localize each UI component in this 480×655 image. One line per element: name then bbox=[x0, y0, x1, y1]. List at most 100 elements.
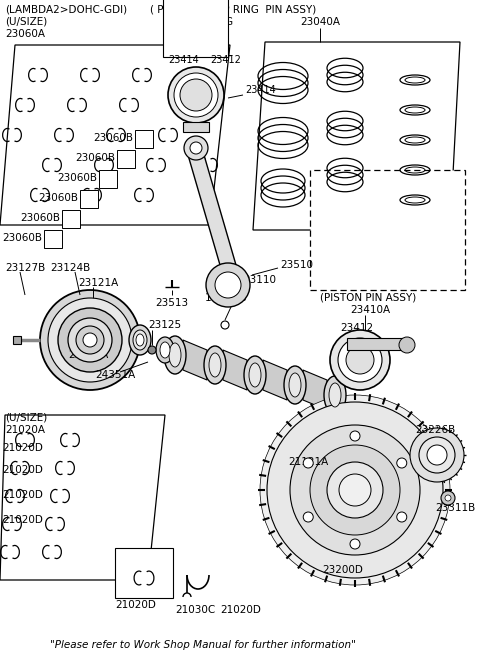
Circle shape bbox=[397, 512, 407, 522]
Text: 23124B: 23124B bbox=[50, 263, 90, 273]
Text: 21020D: 21020D bbox=[2, 443, 43, 453]
Text: 21020A: 21020A bbox=[5, 425, 45, 435]
Circle shape bbox=[427, 445, 447, 465]
Text: 23060B: 23060B bbox=[57, 173, 97, 183]
Ellipse shape bbox=[169, 343, 181, 367]
Ellipse shape bbox=[209, 353, 221, 377]
Circle shape bbox=[350, 431, 360, 441]
Text: 1601DG: 1601DG bbox=[205, 293, 248, 303]
Polygon shape bbox=[223, 350, 247, 390]
Circle shape bbox=[441, 491, 455, 505]
Ellipse shape bbox=[164, 336, 186, 374]
Ellipse shape bbox=[156, 337, 174, 363]
Circle shape bbox=[410, 428, 464, 482]
Bar bbox=[163, 0, 228, 57]
Circle shape bbox=[48, 298, 132, 382]
Text: (LAMBDA2>DOHC-GDI): (LAMBDA2>DOHC-GDI) bbox=[5, 5, 127, 15]
Circle shape bbox=[260, 395, 450, 585]
Ellipse shape bbox=[204, 346, 226, 384]
Circle shape bbox=[168, 67, 224, 123]
Ellipse shape bbox=[160, 342, 170, 358]
Polygon shape bbox=[183, 340, 207, 380]
Text: 21121A: 21121A bbox=[288, 457, 328, 467]
Text: 23410G: 23410G bbox=[192, 17, 234, 27]
Circle shape bbox=[350, 539, 360, 549]
Circle shape bbox=[68, 318, 112, 362]
Text: (PISTON PIN ASSY): (PISTON PIN ASSY) bbox=[320, 293, 416, 303]
Text: 23412: 23412 bbox=[340, 323, 373, 333]
Circle shape bbox=[184, 136, 208, 160]
Circle shape bbox=[40, 290, 140, 390]
Circle shape bbox=[206, 263, 250, 307]
Text: ( PISTON  SNAP RING  PIN ASSY): ( PISTON SNAP RING PIN ASSY) bbox=[150, 5, 316, 15]
Polygon shape bbox=[303, 370, 327, 410]
Text: 23110: 23110 bbox=[243, 275, 276, 285]
Circle shape bbox=[290, 425, 420, 555]
Bar bbox=[115, 548, 173, 598]
Text: 23226B: 23226B bbox=[415, 425, 455, 435]
Text: 21020D: 21020D bbox=[2, 465, 43, 475]
Text: 23510: 23510 bbox=[280, 260, 313, 270]
Circle shape bbox=[83, 333, 97, 347]
Text: (U/SIZE): (U/SIZE) bbox=[5, 413, 47, 423]
Text: 23060B: 23060B bbox=[93, 133, 133, 143]
Text: 21020D: 21020D bbox=[220, 605, 261, 615]
Text: 21020D: 21020D bbox=[2, 515, 43, 525]
Text: 23410A: 23410A bbox=[350, 305, 390, 315]
Ellipse shape bbox=[289, 373, 301, 397]
Ellipse shape bbox=[249, 363, 261, 387]
Text: 23040A: 23040A bbox=[300, 17, 340, 27]
Circle shape bbox=[310, 445, 400, 535]
Bar bbox=[183, 122, 209, 132]
Ellipse shape bbox=[284, 366, 306, 404]
Circle shape bbox=[399, 337, 415, 353]
Ellipse shape bbox=[324, 376, 346, 414]
Circle shape bbox=[267, 402, 443, 578]
Circle shape bbox=[174, 73, 218, 117]
Polygon shape bbox=[188, 155, 236, 265]
Polygon shape bbox=[0, 45, 230, 225]
Bar bbox=[135, 130, 153, 148]
Circle shape bbox=[303, 458, 313, 468]
Ellipse shape bbox=[244, 356, 266, 394]
Ellipse shape bbox=[136, 334, 144, 346]
Bar bbox=[13, 336, 21, 344]
Bar bbox=[347, 338, 407, 350]
Ellipse shape bbox=[329, 383, 341, 407]
Bar bbox=[80, 190, 98, 208]
Circle shape bbox=[148, 346, 156, 354]
Bar bbox=[99, 170, 117, 188]
Circle shape bbox=[330, 330, 390, 390]
Circle shape bbox=[346, 346, 374, 374]
Circle shape bbox=[445, 495, 451, 501]
Ellipse shape bbox=[129, 325, 151, 355]
Text: 23414: 23414 bbox=[168, 55, 199, 65]
Bar bbox=[310, 170, 465, 290]
Text: 23060B: 23060B bbox=[75, 153, 115, 163]
Text: 21020D: 21020D bbox=[2, 490, 43, 500]
Text: "Please refer to Work Shop Manual for further information": "Please refer to Work Shop Manual for fu… bbox=[50, 640, 356, 650]
Polygon shape bbox=[253, 42, 460, 230]
Text: 23412: 23412 bbox=[210, 55, 241, 65]
Circle shape bbox=[215, 272, 241, 298]
Polygon shape bbox=[263, 360, 287, 400]
Text: (U/SIZE): (U/SIZE) bbox=[5, 17, 47, 27]
Text: 23060A: 23060A bbox=[5, 29, 45, 39]
Text: 23122A: 23122A bbox=[68, 350, 108, 360]
Circle shape bbox=[338, 338, 382, 382]
Text: 23414: 23414 bbox=[245, 85, 276, 95]
Polygon shape bbox=[0, 415, 165, 580]
Circle shape bbox=[76, 326, 104, 354]
Ellipse shape bbox=[133, 330, 147, 350]
Circle shape bbox=[303, 512, 313, 522]
Text: 23060B: 23060B bbox=[38, 193, 78, 203]
Bar bbox=[44, 230, 62, 248]
Text: 23200D: 23200D bbox=[322, 565, 363, 575]
Circle shape bbox=[190, 142, 202, 154]
Circle shape bbox=[339, 474, 371, 506]
Circle shape bbox=[180, 79, 212, 111]
Text: 24351A: 24351A bbox=[95, 370, 135, 380]
Text: 21020D: 21020D bbox=[115, 600, 156, 610]
Circle shape bbox=[397, 458, 407, 468]
Text: 23125: 23125 bbox=[148, 320, 181, 330]
